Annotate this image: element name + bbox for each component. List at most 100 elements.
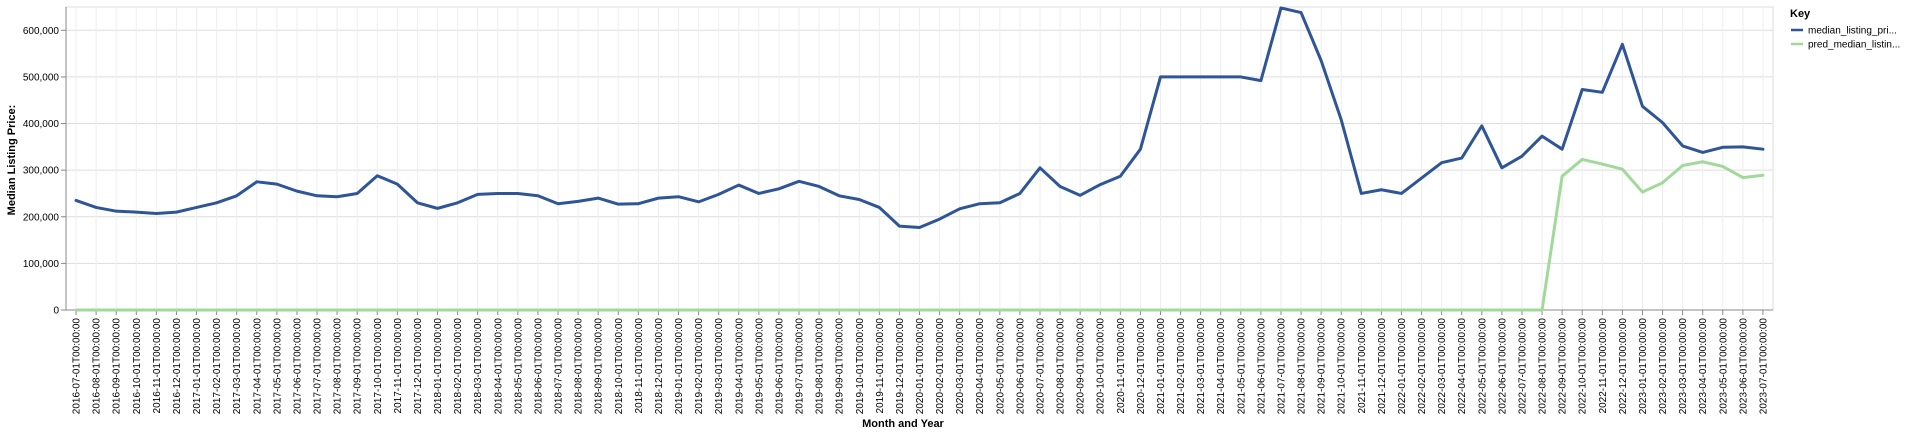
x-tick-label: 2019-01-01T00:00:00 xyxy=(674,318,685,415)
x-tick-label: 2018-03-01T00:00:00 xyxy=(473,318,484,415)
x-tick-label: 2018-05-01T00:00:00 xyxy=(513,318,524,415)
y-tick-label: 200,000 xyxy=(23,212,60,223)
legend-title: Key xyxy=(1790,8,1811,20)
x-tick-label: 2021-03-01T00:00:00 xyxy=(1196,318,1207,415)
x-tick-label: 2019-11-01T00:00:00 xyxy=(875,318,886,414)
x-tick-label: 2017-04-01T00:00:00 xyxy=(252,318,263,415)
x-tick-label: 2018-04-01T00:00:00 xyxy=(493,318,504,415)
x-tick-label: 2021-11-01T00:00:00 xyxy=(1357,318,1368,414)
x-tick-label: 2021-06-01T00:00:00 xyxy=(1256,318,1267,415)
x-tick-label: 2019-10-01T00:00:00 xyxy=(855,318,866,415)
x-tick-label: 2023-02-01T00:00:00 xyxy=(1658,318,1669,415)
x-tick-label: 2020-03-01T00:00:00 xyxy=(955,318,966,415)
y-tick-label: 500,000 xyxy=(23,72,60,83)
x-tick-label: 2022-12-01T00:00:00 xyxy=(1618,318,1629,415)
x-tick-label: 2017-01-01T00:00:00 xyxy=(192,318,203,415)
x-tick-label: 2019-05-01T00:00:00 xyxy=(754,318,765,415)
x-tick-label: 2018-11-01T00:00:00 xyxy=(634,318,645,414)
y-tick-label: 300,000 xyxy=(23,166,60,177)
x-axis-title: Month and Year xyxy=(862,418,944,430)
x-tick-label: 2018-09-01T00:00:00 xyxy=(594,318,605,415)
y-axis: 0 100,000 200,000 300,000 400,000 500,000 600,… xyxy=(23,7,67,317)
x-tick-label: 2016-09-01T00:00:00 xyxy=(112,318,123,415)
x-tick-label: 2023-06-01T00:00:00 xyxy=(1738,318,1749,415)
x-tick-label: 2021-07-01T00:00:00 xyxy=(1276,318,1287,415)
x-tick-label: 2018-07-01T00:00:00 xyxy=(554,318,565,415)
x-tick-label: 2020-02-01T00:00:00 xyxy=(935,318,946,415)
x-tick-label: 2020-04-01T00:00:00 xyxy=(975,318,986,415)
y-tick-label: 0 xyxy=(53,306,59,317)
x-tick-label: 2022-08-01T00:00:00 xyxy=(1538,318,1549,415)
x-tick-label: 2017-05-01T00:00:00 xyxy=(272,318,283,415)
x-tick-label: 2020-07-01T00:00:00 xyxy=(1035,318,1046,415)
x-tick-label: 2022-01-01T00:00:00 xyxy=(1397,318,1408,415)
x-axis: 2016-07-01T00:00:00 2016-08-01T00:00:00 20… xyxy=(66,309,1773,415)
x-tick-label: 2020-05-01T00:00:00 xyxy=(995,318,1006,415)
x-tick-label: 2021-01-01T00:00:00 xyxy=(1156,318,1167,415)
x-tick-label: 2022-03-01T00:00:00 xyxy=(1437,318,1448,415)
x-tick-label: 2023-01-01T00:00:00 xyxy=(1638,318,1649,415)
x-tick-label: 2019-12-01T00:00:00 xyxy=(895,318,906,415)
x-tick-label: 2022-07-01T00:00:00 xyxy=(1517,318,1528,415)
x-tick-label: 2021-12-01T00:00:00 xyxy=(1377,318,1388,415)
x-tick-label: 2017-09-01T00:00:00 xyxy=(353,318,364,415)
x-tick-label: 2016-12-01T00:00:00 xyxy=(172,318,183,415)
x-tick-label: 2021-09-01T00:00:00 xyxy=(1317,318,1328,415)
x-tick-label: 2017-06-01T00:00:00 xyxy=(292,318,303,415)
x-tick-label: 2018-10-01T00:00:00 xyxy=(614,318,625,415)
x-tick-label: 2016-08-01T00:00:00 xyxy=(92,318,103,415)
x-tick-label: 2020-09-01T00:00:00 xyxy=(1076,318,1087,415)
x-tick-label: 2017-10-01T00:00:00 xyxy=(373,318,384,415)
x-tick-label: 2019-08-01T00:00:00 xyxy=(815,318,826,415)
y-tick-label: 400,000 xyxy=(23,119,60,130)
x-tick-label: 2018-06-01T00:00:00 xyxy=(533,318,544,415)
x-tick-label: 2017-12-01T00:00:00 xyxy=(413,318,424,415)
x-tick-label: 2016-11-01T00:00:00 xyxy=(152,318,163,414)
x-tick-label: 2018-02-01T00:00:00 xyxy=(453,318,464,415)
x-tick-label: 2023-07-01T00:00:00 xyxy=(1758,318,1769,415)
series-line-0 xyxy=(74,6,1765,229)
x-tick-label: 2019-09-01T00:00:00 xyxy=(835,318,846,415)
y-axis-title: Median Listing Price: xyxy=(6,105,18,216)
x-tick-label: 2017-07-01T00:00:00 xyxy=(313,318,324,415)
x-tick-label: 2017-08-01T00:00:00 xyxy=(333,318,344,415)
x-tick-label: 2019-06-01T00:00:00 xyxy=(774,318,785,415)
series-line-1 xyxy=(74,157,1765,312)
x-tick-label: 2020-11-01T00:00:00 xyxy=(1116,318,1127,414)
x-tick-label: 2021-10-01T00:00:00 xyxy=(1337,318,1348,415)
y-tick-label: 600,000 xyxy=(23,26,60,37)
x-tick-label: 2023-04-01T00:00:00 xyxy=(1698,318,1709,415)
x-tick-label: 2023-05-01T00:00:00 xyxy=(1718,318,1729,415)
x-tick-label: 2023-03-01T00:00:00 xyxy=(1678,318,1689,415)
series-group xyxy=(74,6,1765,312)
x-tick-label: 2021-04-01T00:00:00 xyxy=(1216,318,1227,415)
x-tick-label: 2017-03-01T00:00:00 xyxy=(232,318,243,415)
x-tick-label: 2016-07-01T00:00:00 xyxy=(72,318,83,415)
x-tick-label: 2022-04-01T00:00:00 xyxy=(1457,318,1468,415)
x-tick-label: 2019-03-01T00:00:00 xyxy=(714,318,725,415)
x-tick-label: 2020-12-01T00:00:00 xyxy=(1136,318,1147,415)
x-tick-label: 2019-02-01T00:00:00 xyxy=(694,318,705,415)
x-tick-label: 2021-05-01T00:00:00 xyxy=(1236,318,1247,415)
legend-entry-label: median_listing_pri... xyxy=(1808,26,1897,37)
x-tick-label: 2020-06-01T00:00:00 xyxy=(1015,318,1026,415)
x-tick-label: 2022-10-01T00:00:00 xyxy=(1578,318,1589,415)
y-tick-label: 100,000 xyxy=(23,259,60,270)
x-tick-label: 2018-08-01T00:00:00 xyxy=(574,318,585,415)
x-tick-label: 2018-12-01T00:00:00 xyxy=(654,318,665,415)
legend: Key median_listing_pri... pred_median_lis… xyxy=(1790,8,1900,51)
x-tick-label: 2022-09-01T00:00:00 xyxy=(1558,318,1569,415)
x-tick-label: 2022-11-01T00:00:00 xyxy=(1598,318,1609,414)
gridlines xyxy=(65,6,1774,311)
x-tick-label: 2019-04-01T00:00:00 xyxy=(734,318,745,415)
x-tick-label: 2020-01-01T00:00:00 xyxy=(915,318,926,415)
x-tick-label: 2022-06-01T00:00:00 xyxy=(1497,318,1508,415)
x-tick-label: 2020-10-01T00:00:00 xyxy=(1096,318,1107,415)
legend-entry-label: pred_median_listin... xyxy=(1808,40,1900,51)
x-tick-label: 2022-05-01T00:00:00 xyxy=(1477,318,1488,415)
x-tick-label: 2020-08-01T00:00:00 xyxy=(1056,318,1067,415)
x-tick-label: 2022-02-01T00:00:00 xyxy=(1417,318,1428,415)
x-tick-label: 2019-07-01T00:00:00 xyxy=(795,318,806,415)
x-tick-label: 2018-01-01T00:00:00 xyxy=(433,318,444,415)
